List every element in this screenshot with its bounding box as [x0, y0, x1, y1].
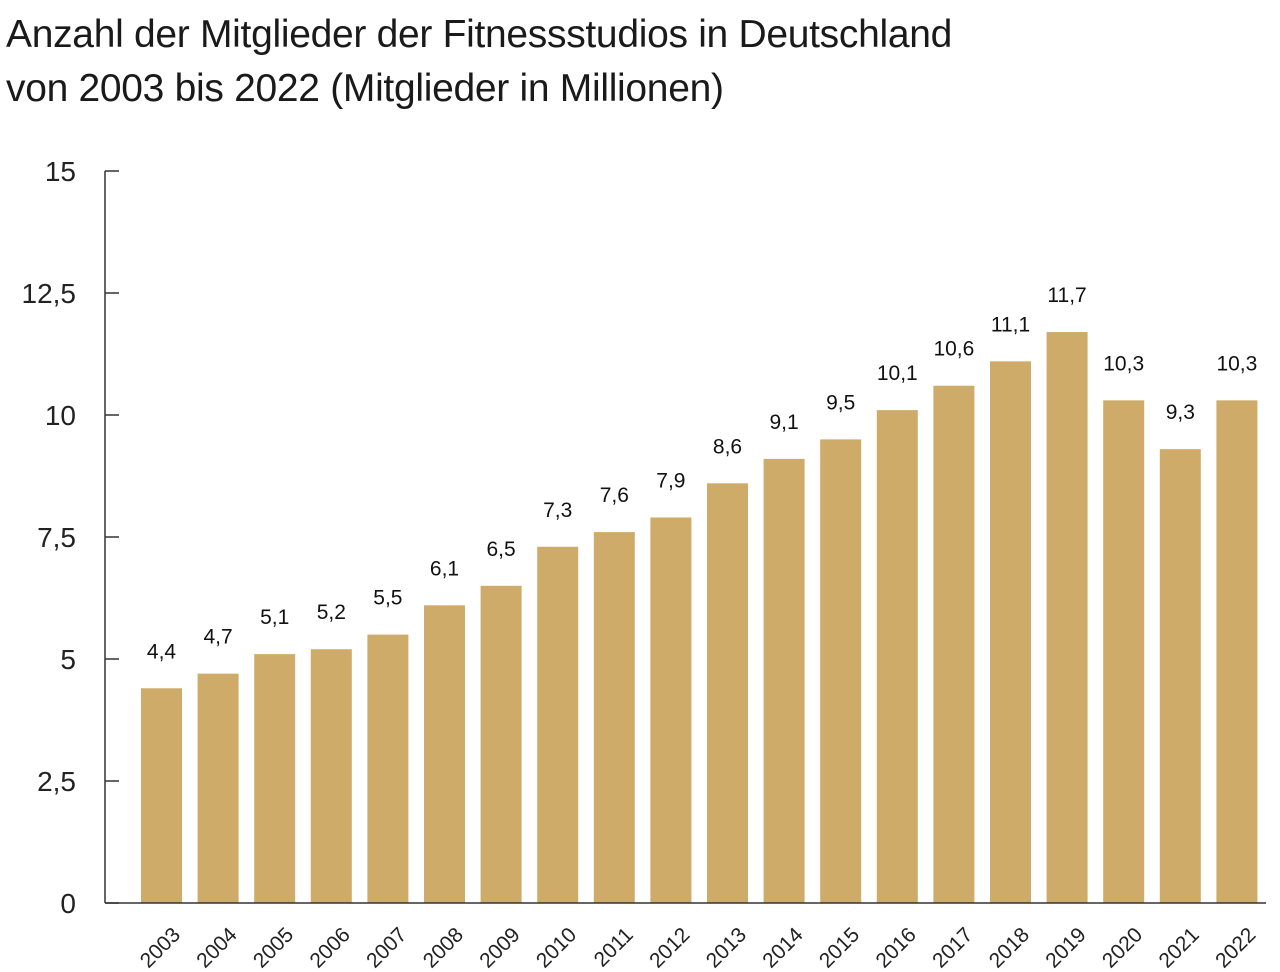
x-tick-label: 2019 — [1041, 923, 1090, 972]
data-label: 7,9 — [656, 469, 685, 492]
bar — [1159, 449, 1201, 903]
x-tick-label: 2010 — [532, 923, 581, 972]
bar — [876, 410, 918, 903]
bar — [707, 483, 748, 903]
y-tick-label: 5 — [60, 644, 76, 675]
x-tick-label: 2013 — [702, 923, 751, 972]
data-label: 5,1 — [260, 606, 289, 629]
x-tick-label: 2022 — [1211, 923, 1260, 972]
chart-title-line-1: Anzahl der Mitglieder der Fitnessstudios… — [6, 13, 952, 56]
data-label: 8,6 — [713, 435, 742, 458]
bar — [933, 385, 975, 904]
bars — [141, 332, 1258, 904]
bar — [593, 532, 635, 903]
x-tick-label: 2004 — [192, 923, 242, 972]
bar — [537, 546, 579, 903]
data-label: 9,3 — [1166, 401, 1195, 424]
y-tick-label: 0 — [60, 888, 76, 919]
data-label: 9,5 — [826, 391, 855, 414]
bar — [197, 673, 239, 903]
data-label: 7,6 — [600, 484, 629, 507]
data-label: 5,5 — [373, 587, 402, 610]
bar — [141, 688, 182, 903]
y-tick-label: 7,5 — [37, 522, 76, 553]
x-tick-label: 2005 — [249, 923, 298, 972]
x-tick-label: 2016 — [872, 923, 921, 972]
data-label: 7,3 — [543, 499, 572, 522]
x-tick-label: 2011 — [590, 923, 638, 971]
x-tick-label: 2017 — [928, 923, 977, 972]
data-label: 10,3 — [1216, 352, 1257, 375]
x-tick-label: 2008 — [419, 923, 468, 972]
x-tick-label: 2012 — [645, 923, 694, 972]
x-tick-label: 2014 — [758, 923, 808, 972]
bar — [367, 634, 409, 903]
x-tick-label: 2020 — [1098, 923, 1147, 972]
x-tick-label: 2021 — [1155, 923, 1204, 972]
bar — [763, 458, 805, 903]
x-tick-label: 2015 — [815, 923, 864, 972]
y-tick-label: 15 — [45, 156, 76, 187]
data-label: 10,1 — [877, 362, 918, 385]
x-tick-label: 2018 — [985, 923, 1034, 972]
bar — [480, 585, 522, 903]
data-label: 6,1 — [430, 557, 459, 580]
y-tick-label: 12,5 — [22, 278, 77, 309]
y-axis: 0 2,5 5 7,5 10 12,5 15 — [22, 156, 119, 919]
x-tick-label: 2009 — [475, 923, 524, 972]
chart-title-line-2: von 2003 bis 2022 (Mitglieder in Million… — [6, 67, 724, 110]
y-tick-label: 2,5 — [37, 766, 76, 797]
chart-title: Anzahl der Mitglieder der Fitnessstudios… — [6, 8, 1266, 116]
bar — [650, 517, 692, 903]
bar — [1216, 400, 1258, 903]
data-label: 11,1 — [991, 313, 1030, 336]
bar — [990, 361, 1031, 903]
bar — [1046, 332, 1088, 903]
value-labels: 4,4 4,7 5,1 5,2 5,5 6,1 6,5 7,3 7,6 7,9 8,6 9,1 9,5 1… — [147, 284, 1257, 663]
bar — [424, 605, 465, 903]
data-label: 4,4 — [147, 640, 177, 663]
data-label: 6,5 — [486, 538, 515, 561]
y-tick-label: 10 — [45, 400, 76, 431]
data-label: 10,3 — [1103, 352, 1144, 375]
data-label: 9,1 — [769, 411, 798, 434]
x-axis: 2003 2004 2005 2006 2007 2008 2009 2010 2011 2012… — [105, 902, 1266, 972]
bar — [254, 654, 296, 903]
x-tick-label: 2003 — [136, 923, 185, 972]
data-label: 11,7 — [1047, 284, 1086, 307]
bar — [820, 439, 862, 903]
x-tick-label: 2006 — [306, 923, 355, 972]
bar — [310, 649, 352, 903]
data-label: 5,2 — [317, 601, 346, 624]
bar — [1103, 400, 1145, 903]
data-label: 4,7 — [203, 626, 232, 649]
x-tick-label: 2007 — [362, 923, 411, 972]
data-label: 10,6 — [933, 338, 974, 361]
